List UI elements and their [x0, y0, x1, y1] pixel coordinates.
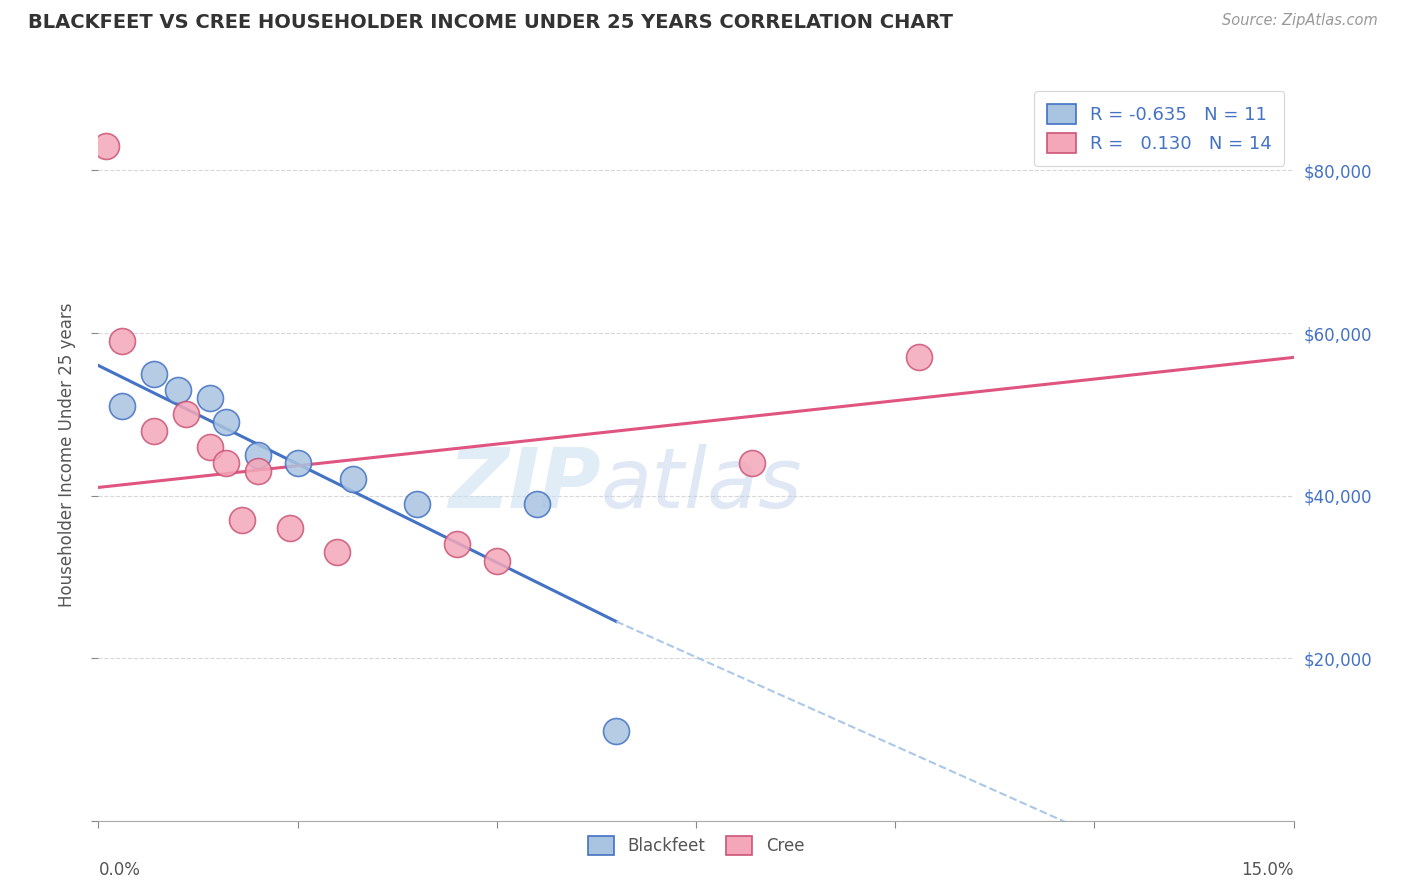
Point: [143, 424, 166, 438]
Point: [278, 521, 301, 535]
Point: [406, 497, 429, 511]
Text: Source: ZipAtlas.com: Source: ZipAtlas.com: [1222, 13, 1378, 29]
Point: [143, 367, 166, 381]
Point: [908, 351, 931, 365]
Point: [326, 545, 349, 559]
Legend: Blackfeet, Cree: Blackfeet, Cree: [576, 824, 815, 867]
Point: [167, 383, 190, 397]
Point: [96, 139, 118, 153]
Point: [111, 334, 134, 348]
Point: [198, 440, 221, 454]
Point: [215, 416, 238, 430]
Point: [174, 407, 197, 421]
Point: [287, 456, 309, 470]
Point: [231, 513, 253, 527]
Point: [446, 537, 468, 551]
Point: [342, 472, 364, 486]
Point: [215, 456, 238, 470]
Text: 15.0%: 15.0%: [1241, 861, 1294, 879]
Text: 0.0%: 0.0%: [98, 861, 141, 879]
Point: [111, 399, 134, 413]
Point: [741, 456, 763, 470]
Point: [198, 391, 221, 405]
Text: atlas: atlas: [600, 443, 801, 524]
Text: BLACKFEET VS CREE HOUSEHOLDER INCOME UNDER 25 YEARS CORRELATION CHART: BLACKFEET VS CREE HOUSEHOLDER INCOME UND…: [28, 13, 953, 32]
Y-axis label: Householder Income Under 25 years: Householder Income Under 25 years: [58, 302, 76, 607]
Text: ZIP: ZIP: [447, 443, 600, 524]
Point: [485, 553, 508, 567]
Point: [246, 464, 269, 478]
Point: [605, 724, 627, 739]
Point: [246, 448, 269, 462]
Point: [526, 497, 548, 511]
